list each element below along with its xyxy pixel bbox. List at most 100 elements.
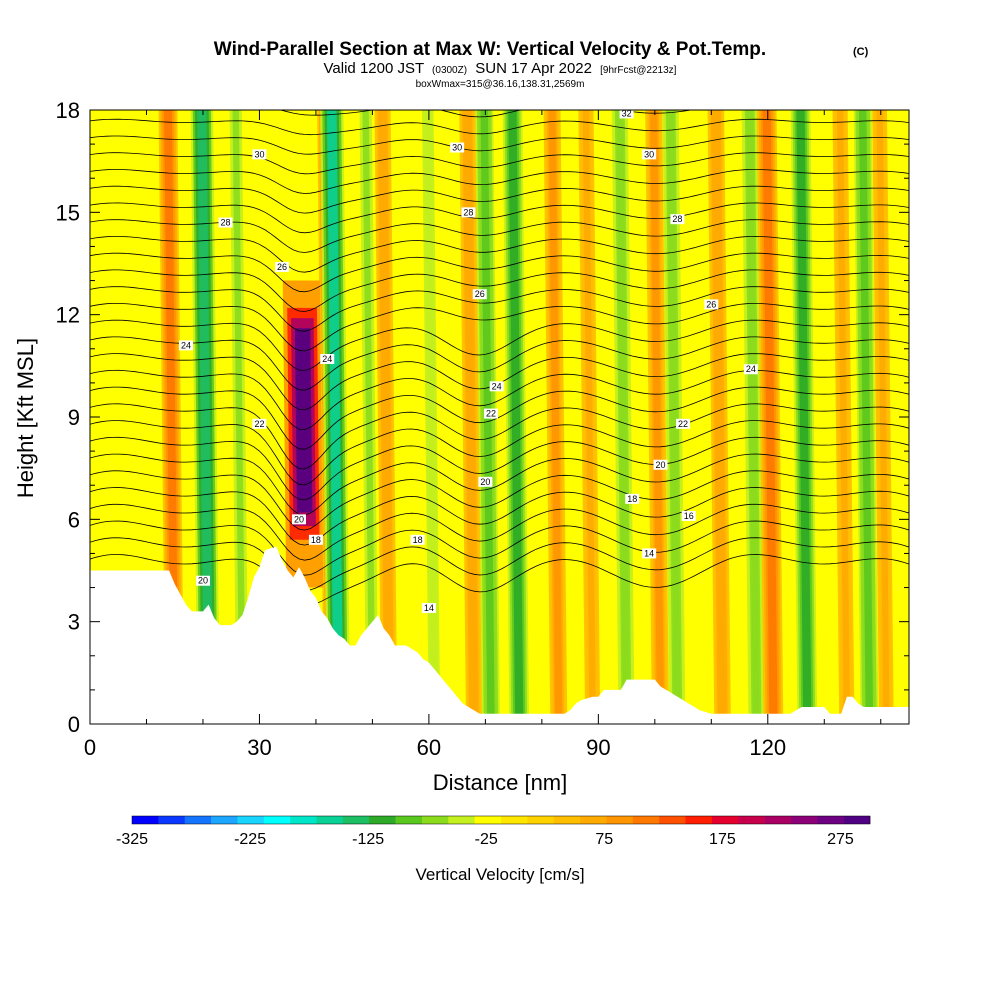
- colorbar-tick-label: -25: [475, 831, 498, 848]
- velocity-band: [836, 110, 851, 724]
- y-tick-label: 15: [56, 200, 80, 225]
- valid-utc: (0300Z): [432, 65, 467, 76]
- colorbar-swatch: [632, 816, 660, 824]
- contour-label-bg: [670, 214, 685, 225]
- velocity-band: [616, 110, 630, 724]
- colorbar-tick-label: 275: [827, 831, 854, 848]
- theta-contour-line: [90, 470, 909, 531]
- contour-label: 24: [746, 364, 756, 374]
- contour-label: 30: [254, 149, 264, 159]
- colorbar-tick-label: 75: [595, 831, 613, 848]
- theta-contour-line: [90, 202, 909, 234]
- colorbar-swatch: [580, 816, 607, 824]
- contour-label: 30: [644, 149, 654, 159]
- contour-label: 14: [644, 548, 654, 558]
- colorbar-swatch: [395, 816, 423, 824]
- y-axis-label: Height [Kft MSL]: [13, 338, 38, 498]
- contour-label-bg: [252, 149, 267, 160]
- contour-label: 26: [277, 262, 287, 272]
- contour-label-bg: [704, 299, 719, 310]
- contour-label: 22: [486, 409, 496, 419]
- colorbar-swatch: [184, 816, 212, 824]
- forecast-info: [9hrFcst@2213z]: [600, 65, 677, 76]
- colorbar-swatch: [342, 816, 370, 824]
- contour-label-bg: [421, 603, 436, 614]
- contour-label: 22: [678, 419, 688, 429]
- contour-label: 16: [684, 511, 694, 521]
- copyright-mark: (C): [853, 46, 869, 58]
- chart-title: Wind-Parallel Section at Max W: Vertical…: [214, 39, 766, 60]
- velocity-band: [548, 110, 563, 724]
- theta-contour-labels: 14 14 16 18 18 18 20 20 20 20 22 22 22 24 24 24 24 26 26 26…: [179, 108, 758, 614]
- colorbar-swatch: [817, 816, 844, 824]
- contour-label: 32: [622, 108, 632, 118]
- x-tick-label: 0: [84, 735, 96, 760]
- velocity-band: [876, 110, 890, 724]
- contour-label: 14: [424, 603, 434, 613]
- contour-label: 26: [706, 299, 716, 309]
- theta-contour-line: [90, 554, 909, 606]
- contour-label-bg: [681, 510, 696, 521]
- colorbar-tick-label: -225: [234, 831, 266, 848]
- colorbar-swatch: [553, 816, 581, 824]
- colorbar-swatch: [527, 816, 555, 824]
- velocity-band: [326, 110, 344, 724]
- contour-label-bg: [642, 149, 657, 160]
- contour-label: 18: [311, 535, 321, 545]
- valid-line: Valid 1200 JST (0300Z) SUN 17 Apr 2022 […: [324, 60, 677, 77]
- velocity-band: [362, 110, 376, 724]
- colorbar-swatch: [474, 816, 502, 824]
- colorbar-swatch: [606, 816, 634, 824]
- colorbar-title: Vertical Velocity [cm/s]: [415, 865, 584, 884]
- theta-contour-line: [90, 520, 909, 576]
- contour-label: 28: [463, 207, 473, 217]
- y-tick-label: 12: [56, 303, 80, 328]
- velocity-band: [463, 110, 478, 724]
- colorbar-tick-label: -125: [352, 831, 384, 848]
- velocity-band: [712, 110, 727, 724]
- contour-label-bg: [291, 514, 306, 525]
- contour-label: 26: [475, 289, 485, 299]
- contour-label-bg: [308, 534, 323, 545]
- colorbar-swatch: [448, 816, 475, 824]
- colorbar-swatch: [659, 816, 686, 824]
- terrain-mask: [90, 546, 909, 724]
- velocity-band: [582, 110, 596, 724]
- contour-label-bg: [478, 476, 493, 487]
- y-axis: 0 3 6 9 12 15 18: [56, 98, 909, 737]
- colorbar-swatch: [738, 816, 765, 824]
- y-tick-label: 0: [68, 712, 80, 737]
- theta-contours: [90, 110, 909, 606]
- contour-label: 20: [655, 460, 665, 470]
- contour-label: 24: [492, 381, 502, 391]
- box-info: boxWmax=315@36.16,138.31,2569m: [416, 79, 585, 90]
- contour-label-bg: [410, 534, 425, 545]
- contour-label-bg: [218, 217, 233, 228]
- theta-contour-line: [90, 503, 909, 561]
- x-axis: 0 30 60 90 120: [84, 110, 882, 760]
- y-tick-label: 18: [56, 98, 80, 123]
- theta-contour-line: [90, 403, 909, 470]
- y-tick-label: 3: [68, 610, 80, 635]
- contour-label: 24: [181, 340, 191, 350]
- colorbar-swatch: [316, 816, 344, 824]
- colorbar-swatch: [843, 816, 871, 824]
- contour-label: 28: [672, 214, 682, 224]
- velocity-band: [746, 110, 760, 724]
- colorbar-swatch: [211, 816, 238, 824]
- contour-label: 20: [198, 576, 208, 586]
- contour-label-bg: [743, 364, 758, 375]
- theta-contour-line: [90, 135, 909, 155]
- theta-contour-line: [90, 453, 909, 516]
- colorbar-frame: [131, 815, 871, 825]
- valid-time: Valid 1200 JST: [324, 60, 424, 77]
- theta-contour-line: [90, 118, 909, 136]
- colorbar-swatch: [290, 816, 317, 824]
- contour-label-bg: [625, 493, 640, 504]
- y-tick-label: 6: [68, 507, 80, 532]
- velocity-band: [232, 110, 246, 724]
- colorbar-swatch: [764, 816, 792, 824]
- colorbar-swatch: [790, 816, 818, 824]
- x-tick-label: 90: [586, 735, 610, 760]
- contour-label: 24: [322, 354, 332, 364]
